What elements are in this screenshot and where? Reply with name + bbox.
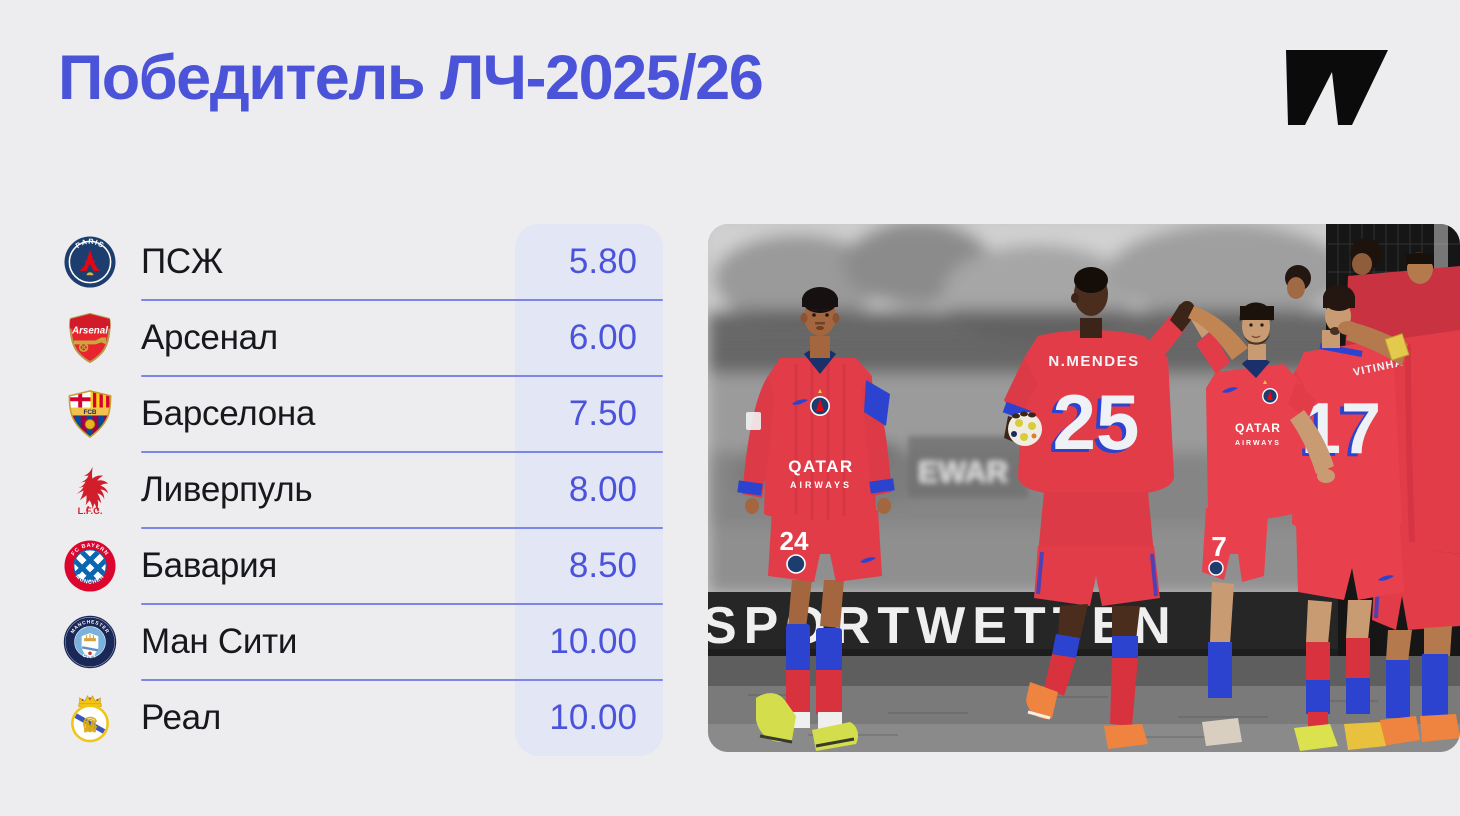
psg-crest-text: PARIS bbox=[74, 237, 106, 250]
player-mendes: N.MENDES 25 25 bbox=[1002, 267, 1248, 749]
odds-table: PARIS ПСЖ 5.80 Arsenal Арсенал 6.00 bbox=[63, 224, 663, 756]
team-name: Ман Сити bbox=[141, 622, 298, 661]
row-divider bbox=[141, 679, 663, 681]
odds-value: 5.80 bbox=[568, 242, 637, 281]
man-city-crest-icon: MANCHESTER CITY bbox=[63, 615, 117, 669]
jersey-name-mendes: N.MENDES bbox=[1048, 353, 1139, 370]
row-divider bbox=[141, 299, 663, 301]
odds-value: 6.00 bbox=[568, 318, 637, 357]
row-divider bbox=[141, 527, 663, 529]
table-row-arsenal: Arsenal Арсенал 6.00 bbox=[63, 300, 663, 377]
player-head-curly-top bbox=[1350, 238, 1382, 275]
background-sign-text: EWAR bbox=[918, 456, 1008, 489]
odds-value: 8.50 bbox=[568, 546, 637, 585]
team-name: Ливерпуль bbox=[141, 470, 313, 509]
team-name: Бавария bbox=[141, 546, 277, 585]
jersey-number-25-outline: 25 bbox=[1049, 381, 1136, 469]
odds-value: 10.00 bbox=[549, 698, 637, 737]
barcelona-crest-text: FCB bbox=[83, 409, 96, 416]
liverpool-crest-icon: L.F.C. bbox=[75, 466, 109, 516]
team-name: Арсенал bbox=[141, 318, 278, 357]
arsenal-crest-icon: Arsenal bbox=[69, 312, 111, 364]
row-divider bbox=[141, 451, 663, 453]
team-name: ПСЖ bbox=[141, 242, 223, 281]
real-crest-monogram-m: M bbox=[84, 719, 96, 735]
odds-column-background bbox=[515, 224, 663, 756]
match-photo: EWAR SPORTWETTEN bbox=[708, 224, 1460, 752]
match-photo-illustration: EWAR SPORTWETTEN bbox=[708, 224, 1460, 752]
svg-text:PARIS: PARIS bbox=[74, 237, 107, 250]
odds-value: 8.00 bbox=[568, 470, 637, 509]
row-divider bbox=[141, 375, 663, 377]
psg-crest-icon: PARIS bbox=[64, 236, 116, 288]
sponsor-small-airways: AIRWAYS bbox=[1235, 440, 1281, 447]
brand-logo-w-icon bbox=[1286, 50, 1388, 125]
table-row-barcelona: FCB Барселона 7.50 bbox=[63, 376, 663, 453]
sponsor-qatar: QATAR bbox=[788, 457, 853, 476]
bayern-crest-icon: FC BAYERN MÜNCHEN bbox=[64, 540, 116, 592]
odds-value: 10.00 bbox=[549, 622, 637, 661]
player-head-mid-curls bbox=[1285, 265, 1311, 299]
real-crest-monogram-c: C bbox=[83, 713, 96, 734]
player-left-lone: 24 QATAR bbox=[737, 287, 895, 751]
row-divider bbox=[141, 603, 663, 605]
table-row-bayern: FC BAYERN MÜNCHEN Бавария 8.50 bbox=[63, 528, 663, 605]
liverpool-crest-text: L.F.C. bbox=[78, 506, 103, 516]
player-head-rear-right bbox=[1405, 252, 1435, 284]
table-row-real-madrid: C M Реал 10.00 bbox=[63, 680, 663, 756]
arsenal-crest-text: Arsenal bbox=[71, 326, 108, 337]
team-name: Барселона bbox=[141, 394, 316, 433]
team-name: Реал bbox=[141, 698, 221, 737]
shorts-number-24: 24 bbox=[780, 526, 809, 556]
table-row-man-city: MANCHESTER CITY Ман Сити 10.00 bbox=[63, 604, 663, 681]
table-row-psg: PARIS ПСЖ 5.80 bbox=[63, 224, 663, 301]
ad-board-text: SPORTWETTEN bbox=[708, 597, 1178, 655]
sponsor-airways: AIRWAYS bbox=[790, 480, 852, 490]
captain-arm-armband bbox=[1338, 321, 1410, 366]
odds-value: 7.50 bbox=[568, 394, 637, 433]
shorts-number-7: 7 bbox=[1211, 531, 1227, 562]
real-madrid-crest-icon: C M bbox=[71, 695, 109, 743]
sponsor-small-qatar: QATAR bbox=[1235, 421, 1281, 435]
barcelona-crest-icon: FCB bbox=[68, 390, 112, 439]
jersey-number-25: 25 bbox=[1053, 378, 1140, 466]
table-row-liverpool: L.F.C. Ливерпуль 8.00 bbox=[63, 452, 663, 529]
player-kvaratskhelia: QATAR AIRWAYS 7 bbox=[1190, 302, 1335, 746]
page-title: Победитель ЛЧ-2025/26 bbox=[58, 43, 764, 113]
